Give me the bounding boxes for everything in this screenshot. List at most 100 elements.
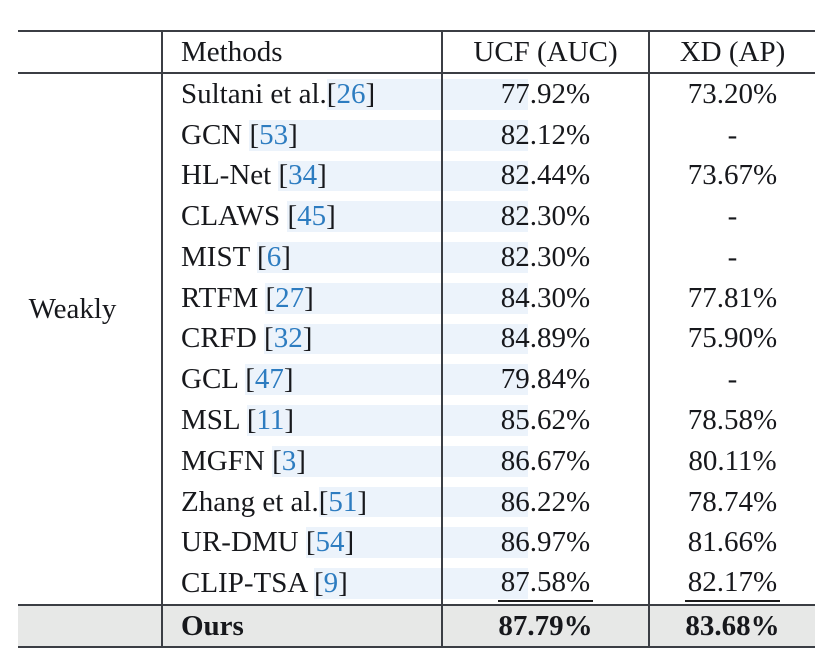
ucf-cell: 82.30% bbox=[443, 237, 650, 278]
citation-close-bracket: ] bbox=[344, 526, 355, 559]
citation-close-bracket: ] bbox=[281, 240, 291, 273]
citation-close-bracket: ] bbox=[317, 159, 327, 192]
xd-value: - bbox=[727, 118, 738, 151]
table-row: CRFD [32] 84.89% 75.90% bbox=[18, 318, 815, 360]
citation-link[interactable]: 32 bbox=[273, 322, 303, 355]
xd-cell: 73.20% bbox=[650, 74, 815, 115]
citation-highlight-band: [47] bbox=[245, 363, 441, 396]
citation-link[interactable]: 3 bbox=[281, 444, 297, 477]
citation-highlight-band: [9] bbox=[313, 567, 441, 600]
method-name: GCL bbox=[181, 363, 246, 396]
ucf-highlight-band bbox=[443, 405, 528, 436]
citation-open-bracket: [ bbox=[318, 485, 329, 518]
ucf-cell: 82.44% bbox=[443, 155, 650, 197]
citation-close-bracket: ] bbox=[326, 200, 336, 233]
ucf-highlight-band bbox=[443, 79, 528, 110]
ucf-value: 84.89% bbox=[500, 322, 591, 355]
ours-ucf-cell: 87.79% bbox=[443, 606, 650, 646]
category-cell bbox=[18, 400, 163, 441]
xd-cell: 80.11% bbox=[650, 441, 815, 482]
ucf-cell: 86.67% bbox=[443, 440, 650, 482]
ucf-cell: 84.30% bbox=[443, 277, 650, 319]
ucf-cell: 82.12% bbox=[443, 114, 650, 156]
table-row: GCN [53] 82.12% - bbox=[18, 114, 815, 156]
method-name: RTFM bbox=[181, 281, 266, 314]
citation-link[interactable]: 45 bbox=[297, 200, 327, 233]
method-name: MSL bbox=[181, 404, 247, 436]
table-row: CLAWS [45] 82.30% - bbox=[18, 196, 815, 238]
xd-value: - bbox=[727, 240, 738, 273]
method-cell: MSL [11] bbox=[163, 400, 443, 441]
xd-value: - bbox=[727, 363, 738, 396]
ucf-cell: 79.84% bbox=[443, 359, 650, 401]
ours-category-cell bbox=[18, 606, 163, 646]
category-cell bbox=[18, 563, 163, 604]
method-name: CLAWS bbox=[181, 200, 288, 233]
ucf-value: 86.97% bbox=[500, 526, 591, 559]
ucf-highlight-band bbox=[443, 486, 528, 518]
method-cell: GCL [47] bbox=[163, 359, 443, 401]
citation-link[interactable]: 26 bbox=[336, 77, 366, 110]
xd-value: 78.74% bbox=[687, 485, 778, 518]
xd-value: 82.17% bbox=[684, 566, 781, 602]
category-cell bbox=[18, 196, 163, 238]
ucf-value: 82.44% bbox=[500, 159, 591, 192]
header-xd-cell: XD (AP) bbox=[650, 32, 815, 72]
citation-open-bracket: [ bbox=[278, 159, 289, 192]
header-category-cell bbox=[18, 32, 163, 72]
citation-open-bracket: [ bbox=[313, 567, 324, 600]
method-name: UR-DMU bbox=[181, 526, 306, 559]
ucf-highlight-band bbox=[443, 242, 528, 273]
table-row: MGFN [3] 86.67% 80.11% bbox=[18, 440, 815, 482]
category-cell bbox=[18, 440, 163, 482]
ucf-value: 77.92% bbox=[500, 77, 591, 110]
citation-highlight-band: [3] bbox=[272, 444, 441, 477]
citation-link[interactable]: 6 bbox=[266, 240, 282, 273]
citation-link[interactable]: 34 bbox=[288, 159, 318, 192]
ours-xd-value: 83.68% bbox=[685, 609, 780, 642]
category-cell bbox=[18, 359, 163, 401]
ucf-cell: 87.58% bbox=[443, 563, 650, 604]
table-row: GCL [47] 79.84% - bbox=[18, 359, 815, 401]
citation-link[interactable]: 11 bbox=[256, 404, 285, 437]
category-cell bbox=[18, 237, 163, 278]
xd-value: 75.90% bbox=[687, 322, 778, 355]
citation-link[interactable]: 47 bbox=[254, 363, 284, 396]
citation-close-bracket: ] bbox=[283, 363, 294, 396]
xd-cell: - bbox=[650, 115, 815, 156]
citation-close-bracket: ] bbox=[284, 404, 295, 437]
citation-close-bracket: ] bbox=[338, 567, 348, 600]
xd-value: 81.66% bbox=[687, 526, 778, 559]
xd-cell: 78.58% bbox=[650, 400, 815, 441]
method-name: CRFD bbox=[181, 322, 265, 355]
xd-cell: 82.17% bbox=[650, 563, 815, 604]
citation-highlight-band: [51] bbox=[318, 485, 441, 518]
method-name: Sultani et al. bbox=[181, 77, 327, 110]
ucf-highlight-band bbox=[443, 364, 528, 396]
header-methods-cell: Methods bbox=[163, 32, 443, 72]
ucf-cell: 85.62% bbox=[443, 400, 650, 441]
ucf-cell: 77.92% bbox=[443, 74, 650, 115]
category-cell bbox=[18, 277, 163, 319]
xd-cell: 75.90% bbox=[650, 319, 815, 360]
citation-open-bracket: [ bbox=[249, 118, 260, 151]
table-body: Sultani et al. [26] 77.92% 73.20% GCN [5… bbox=[18, 74, 815, 604]
method-cell: Sultani et al. [26] bbox=[163, 74, 443, 115]
citation-link[interactable]: 54 bbox=[315, 526, 345, 559]
citation-close-bracket: ] bbox=[288, 118, 298, 151]
ucf-value: 86.67% bbox=[500, 444, 591, 477]
ucf-highlight-band bbox=[443, 445, 528, 477]
method-cell: Zhang et al. [51] bbox=[163, 481, 443, 523]
table-row: RTFM [27] 84.30% 77.81% bbox=[18, 277, 815, 319]
table-row: Sultani et al. [26] 77.92% 73.20% bbox=[18, 74, 815, 115]
xd-cell: - bbox=[650, 196, 815, 237]
citation-link[interactable]: 9 bbox=[323, 567, 339, 600]
method-cell: CRFD [32] bbox=[163, 318, 443, 360]
citation-link[interactable]: 27 bbox=[275, 281, 305, 314]
category-cell bbox=[18, 481, 163, 523]
ucf-highlight-band bbox=[443, 527, 528, 559]
citation-close-bracket: ] bbox=[296, 444, 306, 477]
citation-open-bracket: [ bbox=[287, 200, 298, 233]
citation-link[interactable]: 53 bbox=[259, 118, 289, 151]
citation-link[interactable]: 51 bbox=[328, 485, 358, 518]
